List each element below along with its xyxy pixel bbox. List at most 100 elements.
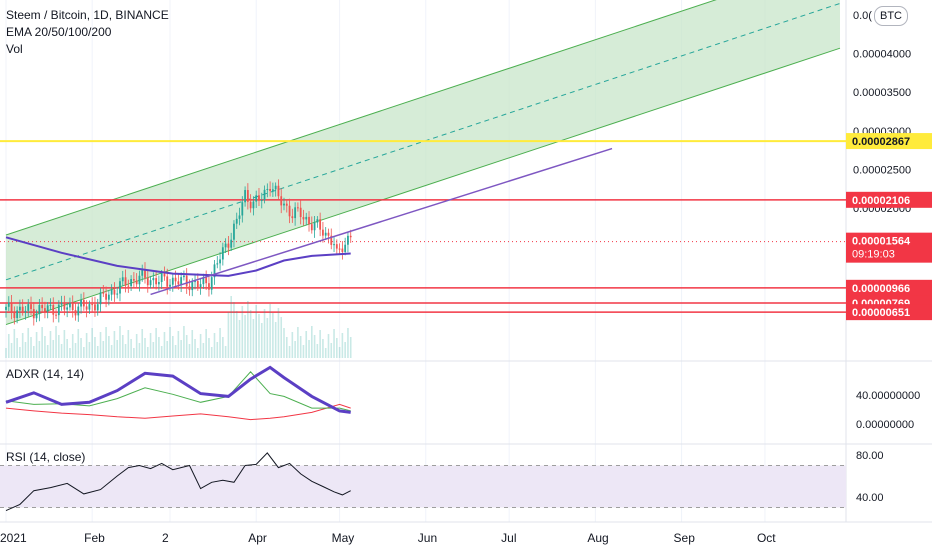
currency-badge[interactable]: BTC — [874, 6, 908, 26]
candle-body — [99, 292, 102, 305]
last-price-tag[interactable] — [846, 232, 932, 263]
volume-bar — [160, 346, 163, 358]
volume-bar — [144, 338, 146, 358]
candle-body — [102, 292, 105, 294]
volume-bar — [266, 318, 269, 358]
volume-bar — [255, 305, 257, 358]
volume-bar — [135, 334, 138, 358]
volume-bar — [311, 326, 313, 358]
price-tick-label: 0.00002500 — [853, 164, 911, 176]
candle-body — [274, 185, 277, 190]
volume-bar — [46, 345, 49, 358]
candle-body — [132, 279, 135, 281]
candle-body — [96, 304, 99, 311]
candle-body — [158, 282, 160, 285]
candle-body — [44, 308, 46, 312]
candle-body — [166, 276, 169, 287]
level-price-tag[interactable] — [846, 133, 932, 150]
volume-bar — [44, 336, 46, 358]
candle-body — [283, 203, 285, 206]
volume-bar — [330, 343, 333, 358]
volume-bar — [10, 343, 13, 358]
volume-bar — [263, 309, 266, 358]
candle-body — [194, 281, 196, 283]
volume-bar — [233, 302, 235, 358]
candle-body — [149, 280, 152, 286]
time-axis-label: 2 — [162, 531, 169, 545]
volume-bar — [174, 345, 177, 358]
volume-bar — [227, 312, 230, 358]
candle-body — [85, 306, 88, 310]
candle-body — [52, 304, 55, 315]
volume-bar — [149, 333, 152, 358]
candle-body — [77, 306, 80, 316]
time-axis-label: Jul — [501, 531, 516, 545]
candle-body — [155, 278, 158, 285]
time-axis-label: Sep — [674, 531, 696, 545]
symbol-title[interactable]: Steem / Bitcoin, 1D, BINANCE — [6, 8, 169, 22]
volume-bar — [258, 314, 260, 358]
candle-body — [174, 277, 177, 282]
candle-body — [347, 235, 349, 245]
level-price-tag[interactable] — [846, 279, 932, 296]
candle-body — [330, 235, 333, 245]
volume-legend[interactable]: Vol — [6, 42, 23, 56]
volume-bar — [241, 306, 244, 358]
volume-bar — [349, 337, 352, 358]
candle-body — [66, 307, 69, 310]
candle-body — [71, 303, 74, 311]
price-tick-label: 0.00004000 — [853, 49, 911, 61]
volume-bar — [166, 341, 169, 358]
volume-bar — [183, 326, 185, 358]
volume-bar — [288, 346, 291, 358]
candle-body — [244, 190, 246, 203]
volume-bar — [91, 328, 93, 358]
candle-body — [27, 304, 30, 311]
candle-body — [235, 218, 238, 224]
level-price-tag[interactable] — [846, 191, 932, 208]
candle-body — [105, 293, 107, 300]
candle-body — [338, 248, 341, 250]
candle-body — [94, 304, 96, 311]
volume-bar — [205, 329, 207, 358]
candle-body — [146, 277, 149, 286]
candle-body — [41, 304, 44, 309]
candle-body — [127, 285, 130, 287]
volume-bar — [69, 348, 71, 358]
candle-body — [138, 275, 141, 285]
volume-bar — [85, 333, 88, 358]
di-minus-line — [5, 403, 351, 421]
candle-body — [171, 277, 174, 285]
candle-body — [238, 215, 241, 219]
candle-body — [202, 277, 205, 285]
volume-bar — [119, 326, 121, 358]
candle-body — [88, 304, 91, 310]
last-price-label: 0.00001564 — [852, 236, 911, 248]
volume-bar — [294, 341, 296, 358]
adxr-label[interactable]: ADXR (14, 14) — [6, 367, 85, 381]
level-price-tag[interactable] — [846, 304, 932, 321]
volume-bar — [291, 332, 294, 358]
volume-bar — [280, 317, 283, 358]
candle-body — [324, 232, 327, 236]
candle-body — [49, 304, 52, 306]
trend-line[interactable] — [150, 147, 613, 296]
volume-bar — [216, 342, 219, 358]
candle-body — [185, 275, 188, 287]
ema-legend[interactable]: EMA 20/50/100/200 — [6, 25, 112, 39]
rsi-label[interactable]: RSI (14, close) — [6, 450, 86, 464]
time-axis-label: Aug — [587, 531, 608, 545]
price-tick-label: 0.0( — [853, 10, 872, 22]
volume-bar — [21, 333, 24, 358]
candle-body — [160, 273, 163, 283]
candle-body — [21, 306, 24, 313]
candle-body — [135, 280, 138, 285]
candle-body — [124, 277, 127, 286]
regression-channel-fill — [6, 0, 840, 325]
candle-body — [208, 283, 210, 290]
candle-body — [219, 259, 221, 264]
volume-bar — [52, 340, 55, 358]
candle-body — [299, 207, 302, 218]
candle-body — [344, 244, 347, 252]
